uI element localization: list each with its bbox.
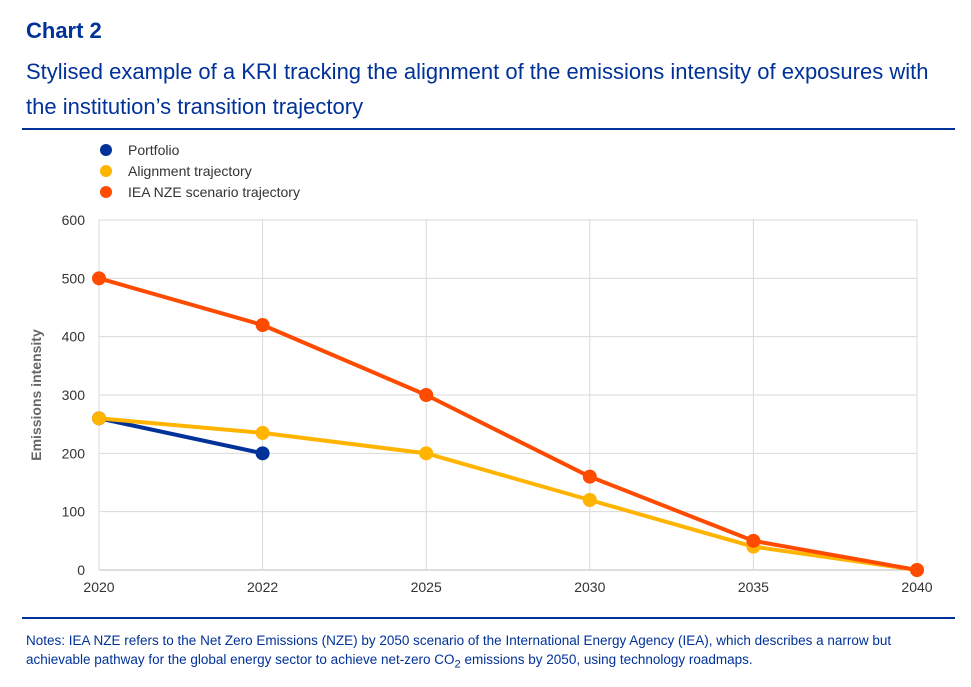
data-point bbox=[582, 493, 597, 507]
notes: Notes: IEA NZE refers to the Net Zero Em… bbox=[26, 631, 956, 675]
y-tick-label: 0 bbox=[77, 562, 85, 578]
x-axis-ticks: 2020 2022 2025 2030 2035 2040 bbox=[83, 579, 932, 595]
series-line bbox=[97, 416, 265, 456]
y-tick-label: 200 bbox=[62, 445, 86, 461]
y-tick-label: 100 bbox=[62, 504, 86, 520]
chart-label: Chart 2 bbox=[26, 18, 102, 43]
bottom-divider bbox=[22, 617, 955, 619]
y-axis-ticks: 0 100 200 300 400 500 600 bbox=[62, 212, 86, 578]
data-point bbox=[746, 533, 761, 548]
series-lines bbox=[97, 276, 919, 572]
legend-marker bbox=[100, 144, 112, 156]
x-tick-label: 2022 bbox=[247, 579, 278, 595]
top-divider bbox=[22, 128, 955, 130]
x-tick-label: 2025 bbox=[411, 579, 442, 595]
y-tick-label: 600 bbox=[62, 212, 86, 228]
data-point bbox=[910, 563, 924, 577]
data-point bbox=[419, 446, 434, 461]
legend-label: IEA NZE scenario trajectory bbox=[128, 184, 300, 200]
y-tick-label: 500 bbox=[62, 270, 86, 286]
series-line bbox=[97, 416, 919, 572]
x-tick-label: 2040 bbox=[901, 579, 932, 595]
notes-text: Notes: IEA NZE refers to the Net Zero Em… bbox=[26, 633, 892, 667]
data-point bbox=[92, 271, 106, 286]
legend-label: Alignment trajectory bbox=[128, 163, 252, 179]
notes-subscript: 2 bbox=[454, 658, 461, 671]
data-point bbox=[255, 318, 270, 332]
x-tick-label: 2035 bbox=[738, 579, 769, 595]
notes-text-end: emissions by 2050, using technology road… bbox=[460, 652, 753, 667]
legend-marker bbox=[100, 165, 112, 177]
data-point bbox=[255, 425, 270, 440]
grid-lines bbox=[98, 219, 918, 571]
y-tick-label: 300 bbox=[62, 387, 86, 403]
data-point bbox=[92, 411, 106, 426]
data-point bbox=[419, 388, 434, 402]
series-points bbox=[92, 271, 924, 577]
legend: Portfolio Alignment trajectory IEA NZE sce… bbox=[100, 142, 300, 200]
chart-title: Stylised example of a KRI tracking the a… bbox=[26, 59, 929, 119]
legend-marker bbox=[100, 186, 112, 198]
data-point bbox=[255, 446, 270, 461]
y-tick-label: 400 bbox=[62, 329, 86, 345]
x-tick-label: 2030 bbox=[574, 579, 605, 595]
data-point bbox=[582, 469, 597, 484]
x-tick-label: 2020 bbox=[83, 579, 114, 595]
legend-label: Portfolio bbox=[128, 142, 180, 158]
y-axis-label: Emissions intensity bbox=[28, 329, 44, 461]
series-line bbox=[97, 276, 919, 572]
